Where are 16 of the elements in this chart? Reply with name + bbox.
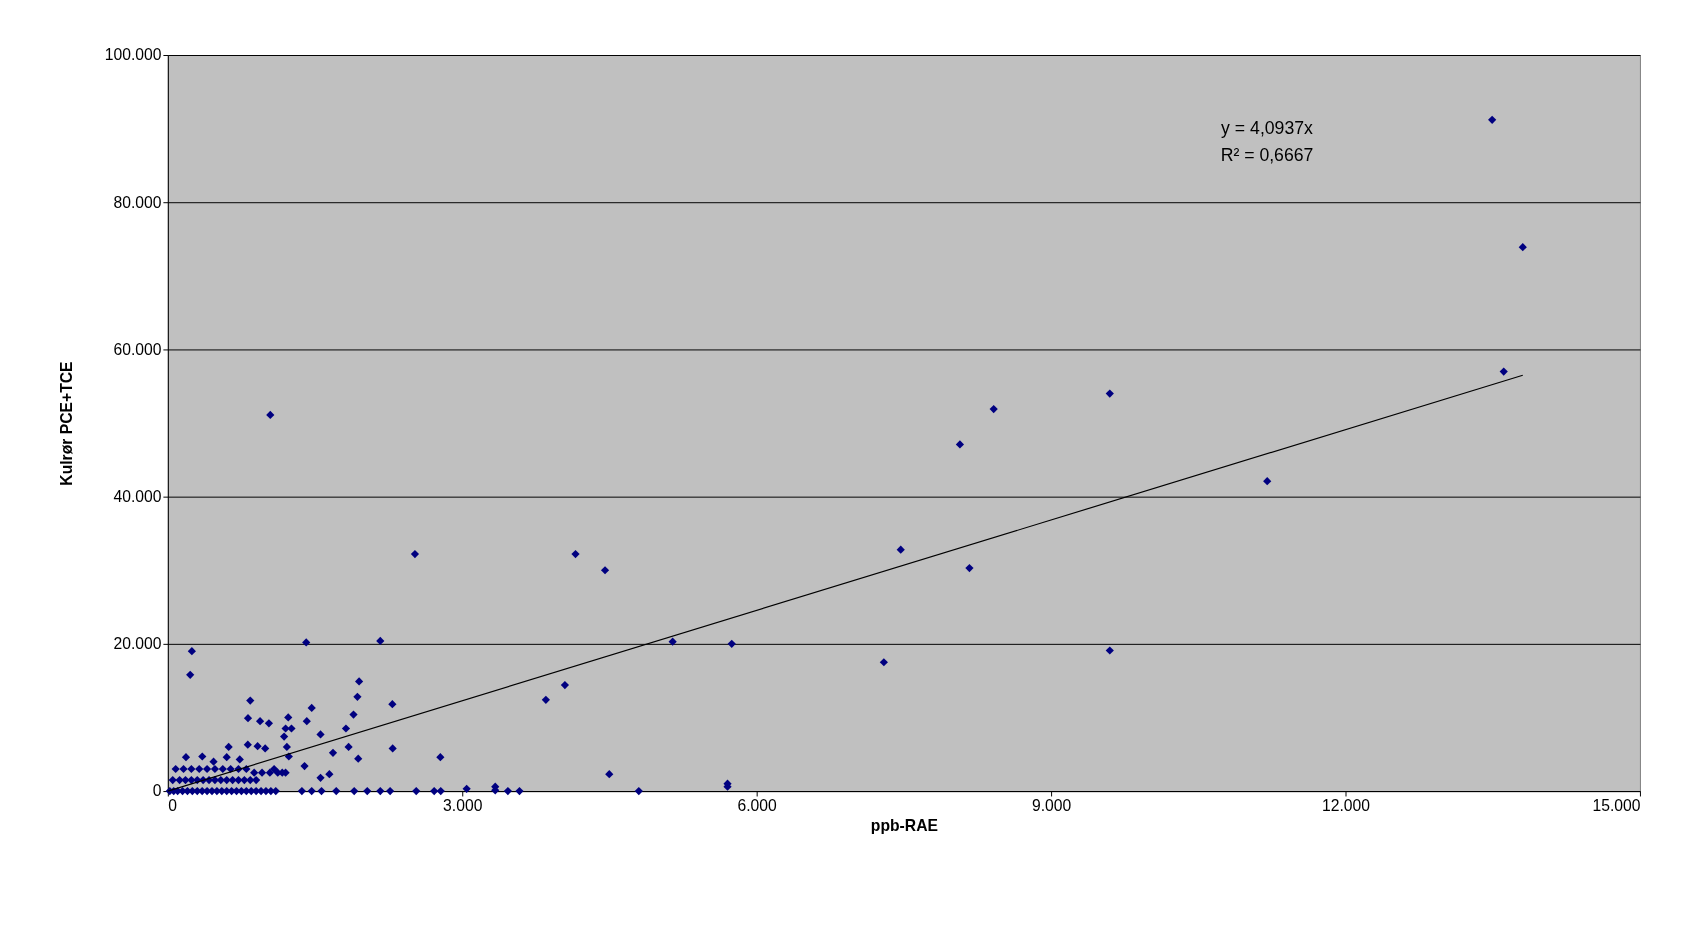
- x-tick-label: 12.000: [1322, 797, 1371, 815]
- x-tick-label: 3.000: [443, 797, 483, 815]
- y-axis-title: Kulrør PCE+TCE: [58, 361, 76, 486]
- annotation: R² = 0,6667: [1220, 145, 1314, 166]
- y-tick-label: 40.000: [113, 488, 162, 506]
- x-tick-label: 15.000: [1592, 797, 1641, 815]
- annotation: y = 4,0937x: [1221, 117, 1314, 138]
- x-tick-label: 0: [168, 797, 178, 815]
- x-axis-title: ppb-RAE: [870, 816, 938, 834]
- y-tick-label: 80.000: [113, 193, 162, 211]
- x-tick-label: 6.000: [737, 797, 778, 815]
- x-tick-label: 9.000: [1031, 797, 1072, 815]
- y-tick-label: 60.000: [113, 340, 162, 358]
- y-tick-label: 20.000: [113, 635, 162, 653]
- y-tick-label: 0: [152, 782, 162, 800]
- y-tick-label: 100.000: [104, 46, 162, 64]
